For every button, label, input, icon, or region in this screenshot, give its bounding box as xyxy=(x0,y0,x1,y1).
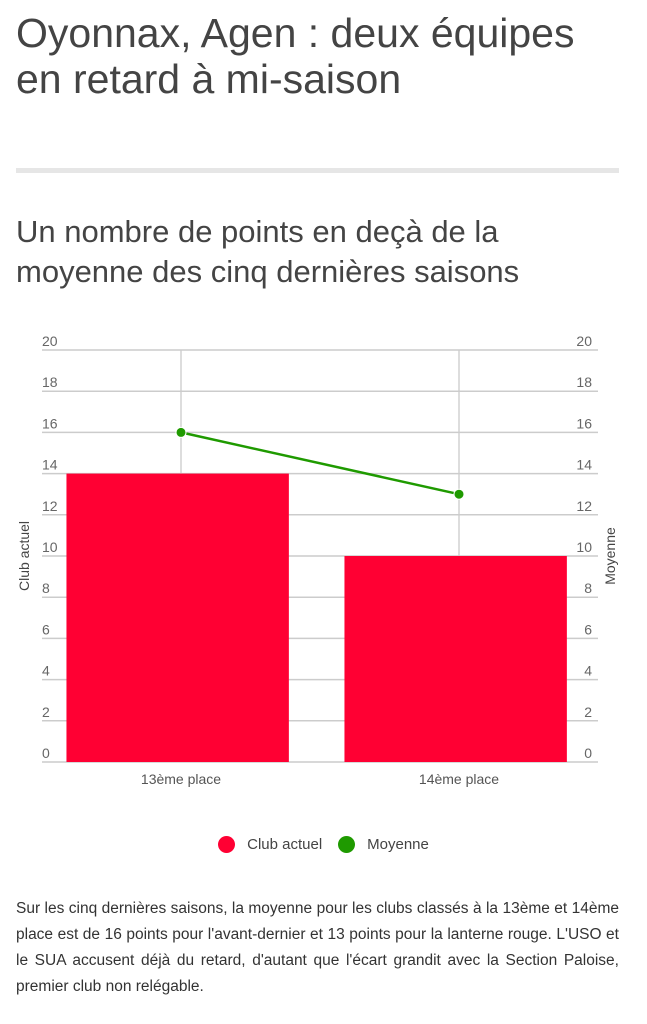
y-tick-right: 4 xyxy=(584,663,592,679)
y-tick-right: 18 xyxy=(576,374,592,390)
y-tick-left: 18 xyxy=(42,374,58,390)
chart: 0 0 2 2 4 4 6 6 8 8 10 10 12 12 14 14 16 16 18 18 20 20 13ème … xyxy=(16,333,618,787)
y-tick-left: 4 xyxy=(42,663,50,679)
y-tick-right: 10 xyxy=(576,539,592,555)
moyenne-line xyxy=(180,431,460,496)
y-tick-left: 8 xyxy=(42,580,50,596)
y-tick-left: 16 xyxy=(42,415,58,431)
bar-1 xyxy=(66,473,289,762)
legend-label: Club actuel xyxy=(247,836,323,853)
y-axis-left-label: Club actuel xyxy=(16,521,32,591)
legend-item-club-actuel[interactable]: Club actuel xyxy=(218,836,322,853)
y-tick-left: 20 xyxy=(42,333,58,349)
y-tick-left: 6 xyxy=(42,621,50,637)
legend-dot-icon xyxy=(338,836,356,853)
legend: Club actuel Moyenne xyxy=(0,836,647,853)
y-tick-left: 0 xyxy=(42,745,50,761)
y-tick-right: 2 xyxy=(584,704,592,720)
y-tick-left: 10 xyxy=(42,539,58,555)
y-tick-left: 2 xyxy=(42,704,50,720)
page-title: Oyonnax, Agen : deux équipes en retard à… xyxy=(16,10,575,102)
y-tick-right: 12 xyxy=(576,498,592,514)
y-tick-right: 8 xyxy=(584,580,592,596)
y-tick-right: 6 xyxy=(584,621,592,637)
chart-title: Un nombre de points en deçà de la moyenn… xyxy=(16,214,520,289)
y-axis-right-label: Moyenne xyxy=(602,527,618,585)
x-tick-label: 14ème place xyxy=(419,771,499,787)
legend-dot-icon xyxy=(218,836,236,853)
legend-label: Moyenne xyxy=(367,836,429,853)
x-tick-label: 13ème place xyxy=(141,771,221,787)
legend-item-moyenne[interactable]: Moyenne xyxy=(338,836,429,853)
body-text: Sur les cinq dernières saisons, la moyen… xyxy=(16,900,619,995)
y-tick-right: 20 xyxy=(576,333,592,349)
y-tick-left: 12 xyxy=(42,498,58,514)
divider xyxy=(16,168,619,173)
moyenne-point xyxy=(453,488,465,500)
bar-2 xyxy=(344,556,567,762)
y-tick-right: 14 xyxy=(576,457,592,473)
moyenne-point xyxy=(175,426,187,438)
y-tick-right: 16 xyxy=(576,415,592,431)
y-tick-left: 14 xyxy=(42,457,58,473)
y-tick-right: 0 xyxy=(584,745,592,761)
